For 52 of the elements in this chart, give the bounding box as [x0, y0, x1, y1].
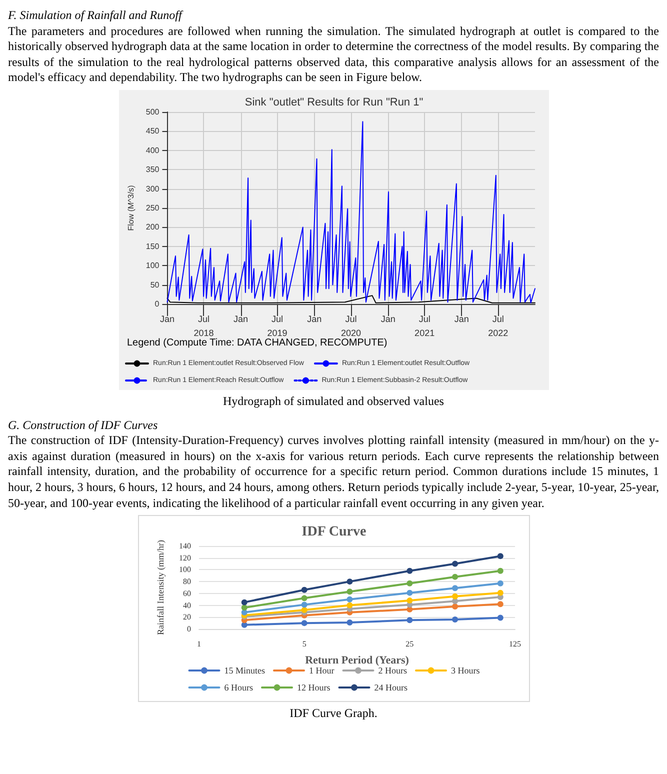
text: Hydrograph of simulated and observed values: [222, 394, 445, 410]
y-tick-label: 60: [182, 589, 190, 598]
y-tick-label: 150: [145, 242, 160, 251]
text: F. Simulation of Rainfall and Runoff: [8, 8, 184, 24]
y-tick-label: 100: [178, 565, 190, 574]
x-tick-label: Jul 2019: [266, 314, 287, 338]
x-tick-label: Jul 2020: [340, 314, 361, 338]
y-tick-label: 450: [145, 126, 160, 136]
legend-label: 6 Hours: [224, 682, 253, 693]
y-tick-label: 120: [178, 553, 190, 562]
x-tick-label: Jan: [306, 314, 322, 324]
legend-label: 15 Minutes: [224, 666, 265, 676]
chart-title: Sink "outlet" Results for Run "Run 1": [244, 96, 423, 108]
text: IDF Curve Graph.: [288, 706, 378, 722]
y-tick-label: 300: [145, 184, 160, 194]
legend-label: 12 Hours: [296, 682, 330, 693]
x-tick-label: Jul 2021: [414, 314, 434, 338]
y-tick-label: 400: [145, 146, 160, 155]
y-tick-label: 140: [178, 542, 190, 551]
x-tick-label: Jul 2022: [488, 314, 508, 338]
y-tick-label: 40: [182, 600, 190, 610]
legend-label: 1 Hour: [308, 666, 334, 676]
y-tick-label: 0: [186, 624, 190, 634]
y-tick-label: 350: [145, 165, 160, 174]
y-tick-label: 200: [145, 222, 160, 232]
legend-title: Legend (Compute Time: DATA CHANGED, RECOMPUTE): [126, 337, 387, 348]
y-tick-label: 0: [154, 299, 160, 308]
x-tick-label: 25: [405, 640, 414, 649]
y-tick-label: 100: [145, 261, 160, 270]
x-tick-label: 5: [302, 640, 306, 649]
legend-label: 2 Hours: [378, 666, 407, 676]
chart-title: IDF Curve: [301, 524, 366, 540]
x-tick-label: 1: [196, 640, 200, 649]
x-axis-title: Return Period (Years): [304, 654, 409, 667]
x-tick-label: Jan: [454, 314, 468, 324]
x-tick-label: 125: [508, 640, 520, 649]
text: The construction of IDF (Intensity-Duration-Frequency) curves involves plotting rainfall intensity (measured in mm/hour) on the y-axis against duration (measured in hours) on the x-axis for various return periods. Each curve represents the relationship between rainfall intensity, duration, and the probability of occurrence for a specific return period. Common durations include 15 minutes, 1 hour, 2 hours, 3 hours, 6 hours, 12 hours, and 24 hours, among others. Return periods typically include 2-year, 5-year, 10-year, 25-year, 50-year, and 100-year events, indicating the likelihood of a particular rainfall event occurring in any given year.: [8, 433, 659, 512]
y-tick-label: 500: [145, 107, 160, 116]
legend-label: 24 Hours: [374, 682, 408, 693]
x-tick-label: Jul 2018: [193, 314, 214, 338]
x-tick-label: Jan: [159, 314, 174, 324]
x-tick-label: Jan: [233, 314, 248, 324]
text: G. Construction of IDF Curves: [8, 418, 159, 434]
y-axis-title: Flow (M^3/s): [126, 184, 135, 231]
legend-label: 3 Hours: [450, 666, 480, 676]
y-tick-label: 250: [145, 203, 160, 212]
text: The parameters and procedures are followed when running the simulation. The simulated hydrograph at outlet is compared to the historically observed hydrograph data at the same location in order to determine the correctness of the model results. By comparing the results of the simulation to the real hydrological patterns observed data, this comparative analysis allows for an assessment of the model's efficacy and dependability. The two hydrographs can be seen in Figure below.: [8, 24, 659, 86]
y-tick-label: 20: [182, 612, 190, 622]
y-axis-title: Rainfall Intensity (mm/hr): [155, 540, 165, 636]
y-tick-label: 80: [182, 577, 190, 586]
y-tick-label: 50: [150, 280, 160, 290]
x-tick-label: Jan: [380, 314, 395, 324]
